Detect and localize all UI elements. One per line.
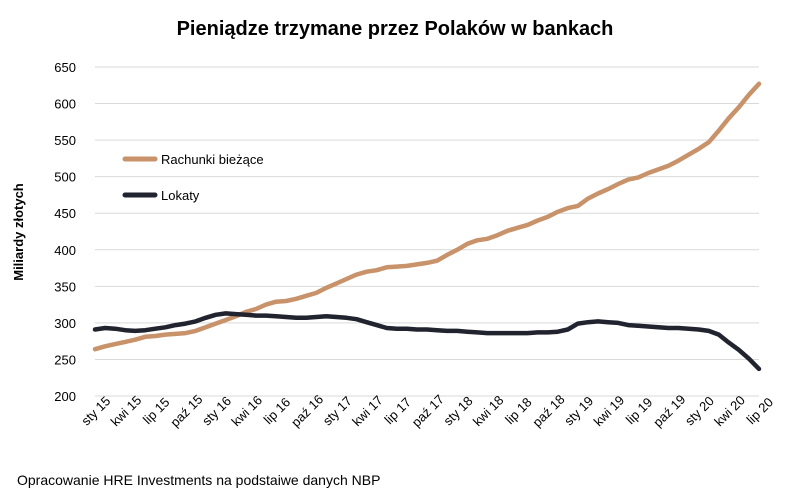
x-tick-label: sty 17	[320, 393, 355, 428]
x-tick-label: kwi 20	[711, 392, 748, 429]
x-tick-label: sty 19	[561, 393, 596, 428]
gridlines	[95, 66, 759, 397]
chart-title: Pieniądze trzymane przez Polaków w banka…	[176, 18, 614, 40]
x-tick-label: kwi 17	[349, 392, 386, 429]
legend: Rachunki bieżące Lokaty	[122, 152, 264, 203]
x-tick-label: kwi 16	[228, 392, 265, 429]
x-tick-label: lip 19	[623, 395, 656, 428]
series-line-1	[92, 311, 762, 372]
series-lines	[92, 81, 762, 372]
x-tick-label: lip 15	[140, 395, 173, 428]
y-tick-label: 450	[54, 206, 76, 221]
legend-label: Rachunki bieżące	[161, 152, 264, 167]
y-tick-label: 550	[54, 133, 76, 148]
y-tick-label: 500	[54, 170, 76, 185]
y-tick-label: 400	[54, 243, 76, 258]
x-tick-label: kwi 19	[591, 392, 628, 429]
y-tick-label: 300	[54, 316, 76, 331]
x-tick-label: paź 19	[650, 392, 688, 430]
x-tick-label: lip 20	[744, 395, 777, 428]
x-tick-label: lip 18	[502, 395, 535, 428]
y-axis-label: Miliardy złotych	[11, 183, 26, 281]
x-tick-label: sty 16	[199, 393, 234, 428]
x-tick-label: sty 18	[440, 393, 475, 428]
y-tick-label: 650	[54, 60, 76, 75]
x-tick-label: kwi 15	[108, 392, 145, 429]
y-tick-label: 600	[54, 97, 76, 112]
x-tick-label: kwi 18	[470, 392, 507, 429]
x-tick-label: lip 16	[261, 395, 294, 428]
x-tick-label: sty 15	[78, 393, 113, 428]
legend-label: Lokaty	[161, 188, 200, 203]
y-tick-label: 250	[54, 352, 76, 367]
series-line-0	[92, 81, 762, 352]
y-axis-ticks: 200 250 300 350 400 450 500 550 600 650	[54, 60, 76, 404]
source-note: Opracowanie HRE Investments na podstaiwe…	[17, 472, 381, 488]
x-tick-label: paź 17	[409, 392, 447, 430]
y-tick-label: 200	[54, 389, 76, 404]
x-tick-label: paź 18	[529, 392, 567, 430]
x-tick-label: paź 15	[167, 392, 205, 430]
x-tick-label: paź 16	[288, 392, 326, 430]
y-tick-label: 350	[54, 279, 76, 294]
x-tick-label: lip 17	[381, 395, 414, 428]
x-tick-label: sty 20	[682, 393, 717, 428]
